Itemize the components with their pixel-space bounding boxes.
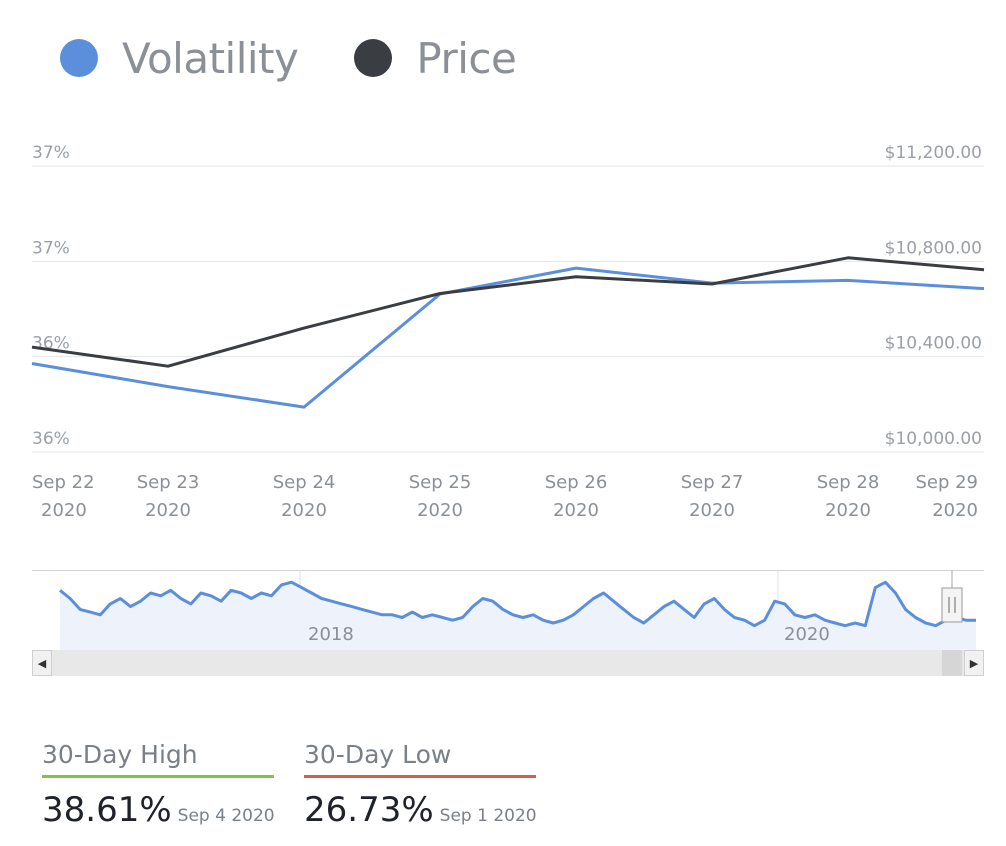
right-tick-label: $11,200.00 bbox=[885, 143, 982, 163]
right-axis-ticks: $10,000.00 $10,400.00 $10,800.00 $11,200.00 bbox=[885, 143, 982, 449]
right-tick-label: $10,800.00 bbox=[885, 238, 982, 258]
x-tick-year: 2020 bbox=[553, 500, 599, 521]
x-tick-label: Sep 28 bbox=[817, 472, 880, 493]
chart-legend: Volatility Price bbox=[60, 28, 517, 88]
legend-label-volatility: Volatility bbox=[122, 33, 299, 83]
x-tick-year: 2020 bbox=[41, 500, 87, 521]
stat-value-high: 38.61% bbox=[42, 790, 172, 830]
navigator-chart: 2018 2020 bbox=[32, 570, 984, 650]
stat-30-day-high: 30-Day High 38.61% Sep 4 2020 bbox=[42, 740, 275, 830]
x-tick-label: Sep 22 bbox=[32, 472, 95, 493]
x-tick-year: 2020 bbox=[281, 500, 327, 521]
triangle-left-icon: ◀ bbox=[37, 657, 47, 670]
x-tick-label: Sep 24 bbox=[273, 472, 336, 493]
x-tick-label: Sep 27 bbox=[681, 472, 744, 493]
series-line-price bbox=[31, 256, 985, 368]
stat-rule-high bbox=[42, 775, 274, 778]
x-axis-ticks: Sep 22 2020 Sep 23 2020 Sep 24 2020 Sep 25 2020… bbox=[32, 472, 978, 521]
volatility-dot-icon bbox=[60, 39, 98, 77]
main-chart: 36%36%37%37% $10,000.00$10,400.00$10,800… bbox=[31, 143, 985, 521]
navigator-year-label: 2018 bbox=[308, 624, 354, 645]
stat-value-low: 26.73% bbox=[304, 790, 434, 830]
stat-rule-low bbox=[304, 775, 536, 778]
stat-label-high: 30-Day High bbox=[42, 740, 198, 769]
x-tick-label: Sep 23 bbox=[137, 472, 200, 493]
left-tick-label: 37% bbox=[32, 238, 70, 258]
stat-date-high: Sep 4 2020 bbox=[177, 806, 275, 826]
x-tick-label: Sep 25 bbox=[409, 472, 472, 493]
scroll-left-button[interactable]: ◀ bbox=[32, 650, 52, 676]
x-tick-label: Sep 29 bbox=[915, 472, 978, 493]
legend-label-price: Price bbox=[416, 33, 517, 83]
price-dot-icon bbox=[354, 39, 393, 77]
volatility-stats: 30-Day High 38.61% Sep 4 2020 30-Day Low … bbox=[42, 740, 537, 830]
legend-item-volatility[interactable]: Volatility bbox=[60, 33, 299, 83]
x-tick-year: 2020 bbox=[145, 500, 191, 521]
range-navigator[interactable]: 2018 2020 ◀ ▶ bbox=[32, 570, 984, 676]
x-tick-year: 2020 bbox=[417, 500, 463, 521]
x-tick-year: 2020 bbox=[932, 500, 978, 521]
series-lines bbox=[31, 256, 985, 409]
triangle-right-icon: ▶ bbox=[969, 657, 979, 670]
grid-lines bbox=[32, 165, 984, 453]
navigator-area bbox=[60, 582, 976, 650]
stat-label-low: 30-Day Low bbox=[304, 740, 452, 769]
left-tick-label: 36% bbox=[32, 429, 70, 449]
legend-item-price[interactable]: Price bbox=[354, 33, 517, 83]
navigator-year-label: 2020 bbox=[784, 624, 830, 645]
x-tick-label: Sep 26 bbox=[545, 472, 608, 493]
x-tick-year: 2020 bbox=[689, 500, 735, 521]
left-axis-ticks: 36%36%37%37% bbox=[32, 143, 70, 449]
navigator-line bbox=[59, 580, 976, 628]
right-tick-label: $10,400.00 bbox=[885, 334, 982, 354]
navigator-scrollbar-thumb[interactable] bbox=[942, 650, 962, 676]
navigator-handle[interactable] bbox=[941, 587, 963, 623]
right-tick-label: $10,000.00 bbox=[885, 429, 982, 449]
left-tick-label: 37% bbox=[32, 143, 70, 163]
scroll-right-button[interactable]: ▶ bbox=[964, 650, 984, 676]
series-line-volatility bbox=[31, 266, 985, 409]
stat-30-day-low: 30-Day Low 26.73% Sep 1 2020 bbox=[304, 740, 537, 830]
navigator-scrollbar-track[interactable] bbox=[32, 650, 984, 676]
stat-date-low: Sep 1 2020 bbox=[439, 806, 537, 826]
x-tick-year: 2020 bbox=[825, 500, 871, 521]
